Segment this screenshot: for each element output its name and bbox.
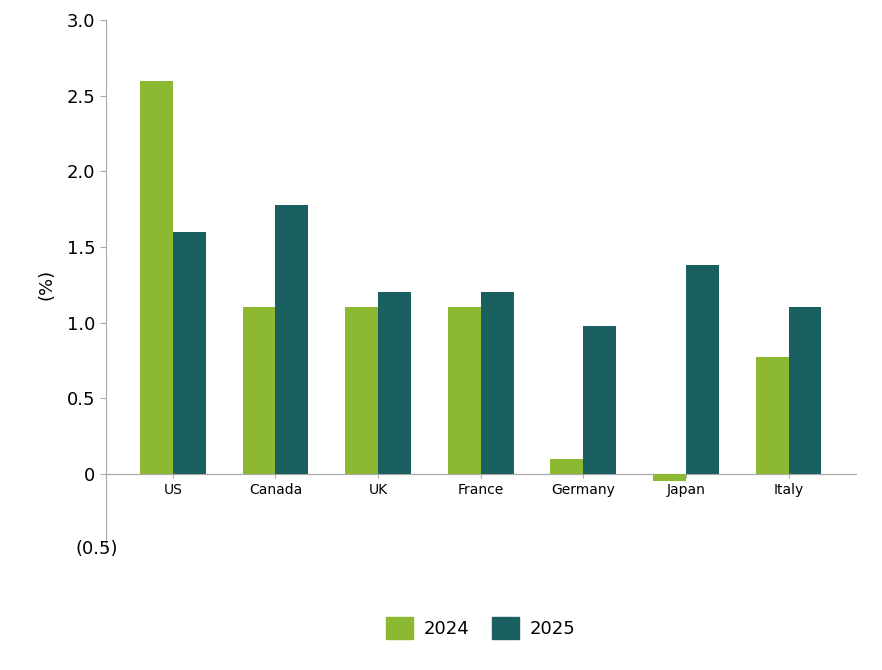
- Bar: [140, 80, 173, 474]
- Bar: [243, 308, 275, 474]
- Bar: [654, 474, 686, 481]
- Bar: [583, 326, 617, 474]
- Text: (0.5): (0.5): [75, 541, 117, 558]
- Bar: [481, 292, 513, 474]
- Bar: [275, 204, 308, 474]
- Bar: [789, 308, 821, 474]
- Bar: [378, 292, 411, 474]
- Y-axis label: (%): (%): [38, 269, 56, 300]
- Bar: [448, 308, 481, 474]
- Legend: 2024, 2025: 2024, 2025: [379, 610, 582, 647]
- Bar: [345, 308, 378, 474]
- Bar: [173, 232, 206, 474]
- Bar: [550, 459, 583, 474]
- Bar: [756, 357, 789, 474]
- Bar: [686, 265, 719, 474]
